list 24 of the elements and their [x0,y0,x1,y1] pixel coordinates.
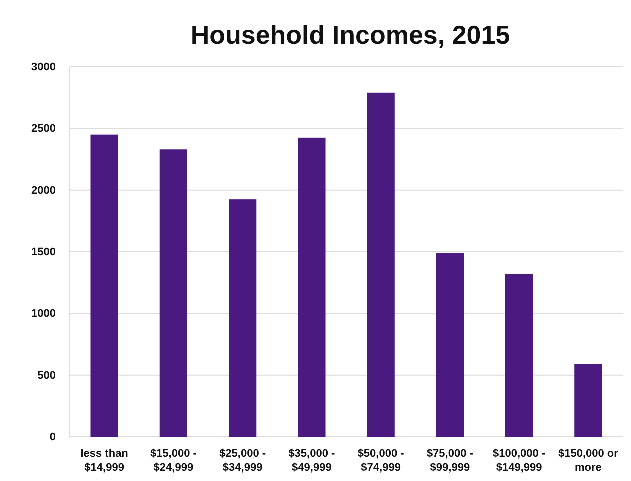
bar [160,150,188,437]
x-tick-label: less than $14,999 [80,448,129,474]
y-tick-label: 0 [50,432,56,444]
bar [298,138,326,437]
x-tick-label: $25,000 - $34,999 [220,448,266,474]
x-tick-label: $75,000 - $99,999 [426,448,474,474]
x-tick-label: $50,000 - $74,999 [358,448,405,474]
bar [436,253,464,437]
x-tick-label: $35,000 - $49,999 [288,448,336,474]
chart-title: Household Incomes, 2015 [190,20,510,50]
bar [505,274,534,437]
bar [574,364,602,437]
bar [90,134,118,437]
y-tick-label: 3000 [32,62,56,74]
x-tick-label: $150,000 or more [558,448,620,474]
x-tick-label: $15,000 - $24,999 [150,448,198,474]
y-tick-label: 2500 [32,123,56,136]
bar [228,200,257,437]
y-tick-label: 1500 [32,246,56,259]
bar [367,92,395,437]
y-tick-label: 1000 [32,308,56,320]
y-tick-label: 500 [38,370,56,382]
x-tick-label: $100,000 - $149,999 [493,448,546,474]
y-tick-label: 2000 [32,184,56,197]
